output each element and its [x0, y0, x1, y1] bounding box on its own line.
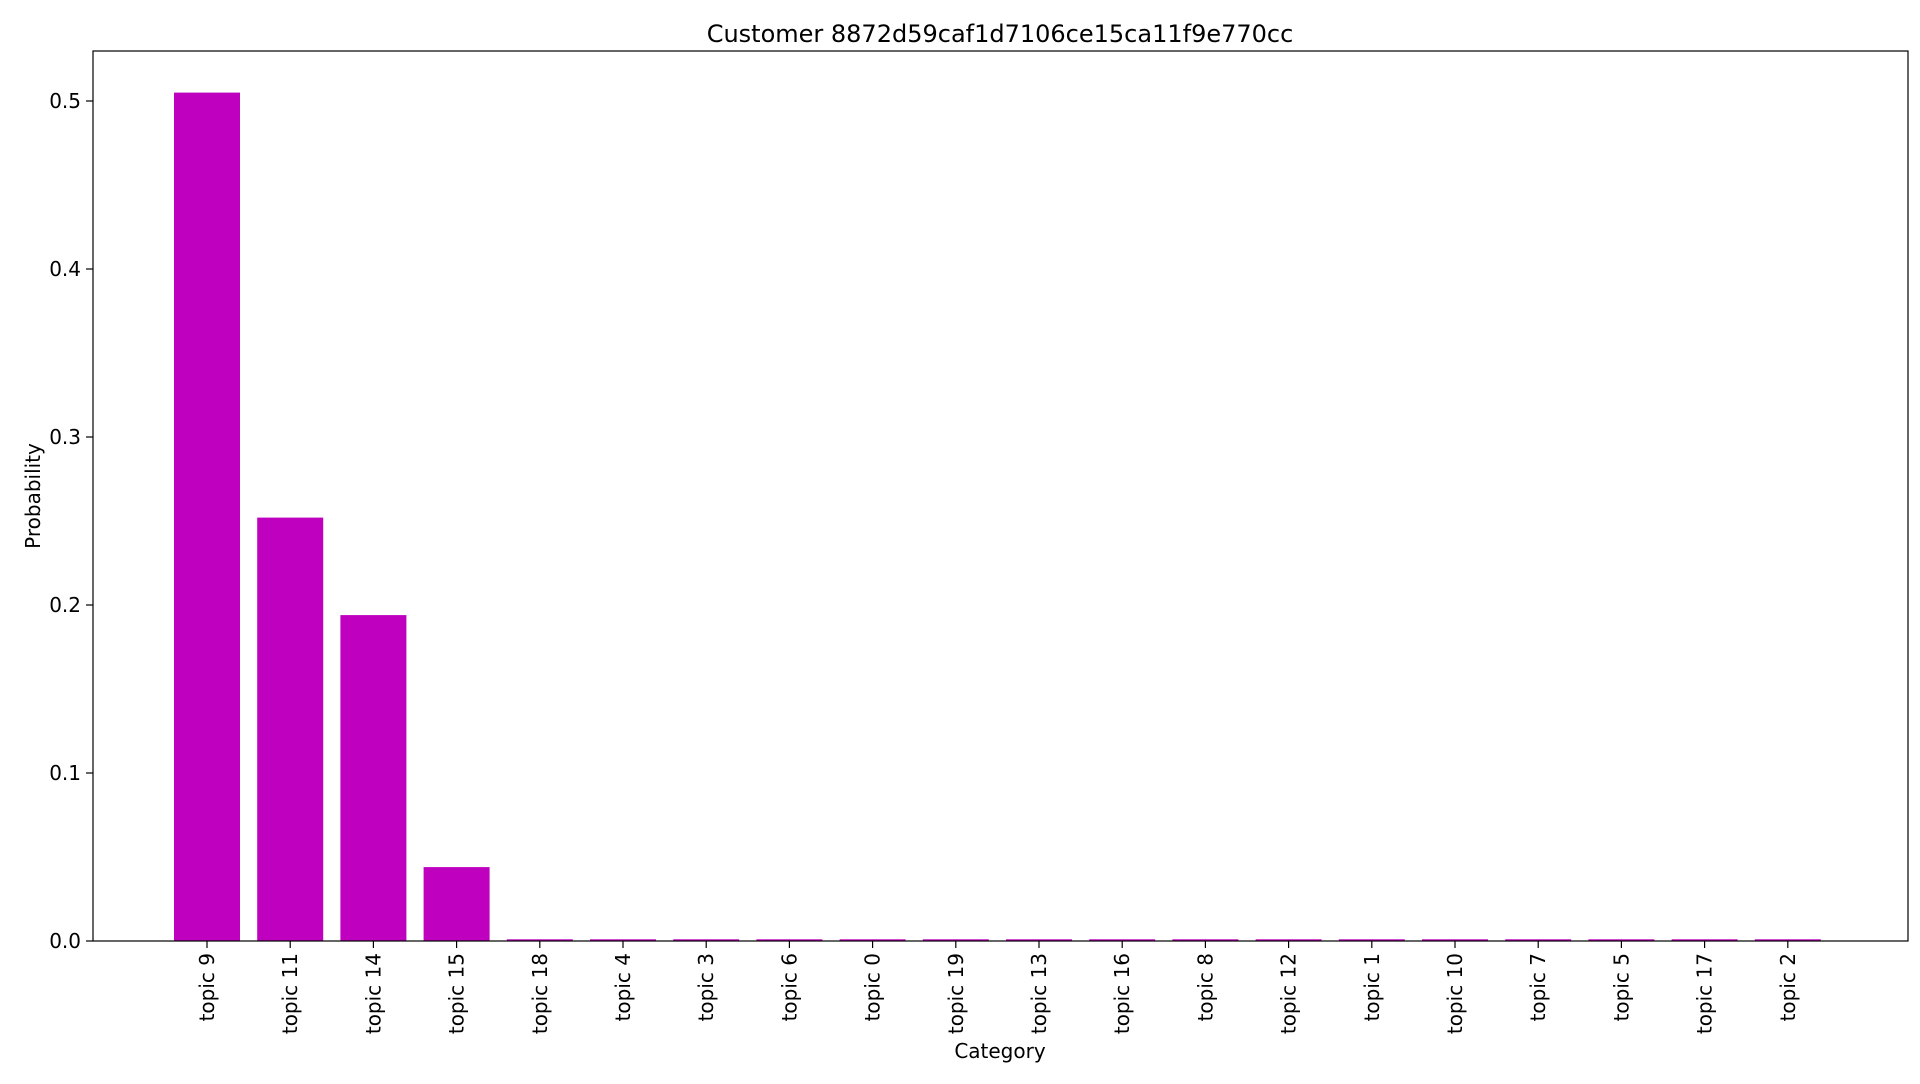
x-tick-label: topic 4 — [611, 953, 635, 1021]
bar-topic-6 — [756, 939, 823, 941]
bar-topic-13 — [1006, 939, 1072, 941]
x-tick-label: topic 3 — [694, 953, 718, 1021]
x-tick-label: topic 18 — [528, 953, 552, 1034]
x-tick-label: topic 2 — [1776, 953, 1800, 1021]
bar-topic-17 — [1671, 939, 1738, 941]
chart-title: Customer 8872d59caf1d7106ce15ca11f9e770c… — [707, 20, 1294, 48]
x-tick-label: topic 17 — [1693, 953, 1717, 1034]
x-tick-label: topic 1 — [1360, 953, 1384, 1021]
bar-topic-12 — [1255, 939, 1322, 941]
x-tick-label: topic 6 — [777, 953, 801, 1021]
x-tick-label: topic 0 — [861, 953, 885, 1021]
x-tick-label: topic 15 — [445, 953, 469, 1034]
x-tick-label: topic 5 — [1609, 953, 1633, 1021]
x-tick-label: topic 19 — [944, 953, 968, 1034]
x-tick-label: topic 10 — [1443, 953, 1467, 1034]
y-tick-label: 0.1 — [49, 761, 81, 785]
bar-topic-15 — [423, 867, 490, 941]
bar-topic-1 — [1338, 939, 1405, 941]
bar-topic-0 — [839, 939, 906, 941]
y-axis-label: Probability — [21, 443, 45, 549]
bar-topic-14 — [340, 615, 407, 941]
bar-topic-4 — [590, 939, 656, 941]
x-axis-label: Category — [954, 1039, 1046, 1063]
bar-topic-8 — [1172, 939, 1239, 941]
bar-topic-19 — [922, 939, 989, 941]
bars-layer — [174, 92, 1821, 942]
bar-topic-5 — [1588, 939, 1655, 941]
bar-topic-10 — [1422, 939, 1488, 941]
bar-topic-3 — [673, 939, 740, 941]
y-tick-label: 0.0 — [49, 929, 81, 953]
x-axis: topic 9 topic 11 topic 14 topic 15 topic 18 t… — [195, 941, 1800, 1034]
y-tick-label: 0.2 — [49, 593, 81, 617]
x-tick-label: topic 8 — [1193, 953, 1217, 1021]
y-tick-label: 0.5 — [49, 89, 81, 113]
x-tick-label: topic 14 — [361, 953, 385, 1034]
x-tick-label: topic 13 — [1027, 953, 1051, 1034]
plot-frame — [92, 50, 1909, 942]
bar-topic-16 — [1089, 939, 1156, 941]
x-tick-label: topic 11 — [278, 953, 302, 1034]
y-axis: 0.0 0.1 0.2 0.3 0.4 0.5 — [49, 89, 93, 953]
bar-topic-2 — [1754, 939, 1821, 941]
bar-topic-9 — [174, 92, 240, 942]
bar-topic-11 — [257, 517, 324, 941]
x-tick-label: topic 12 — [1277, 953, 1301, 1034]
x-tick-label: topic 7 — [1526, 953, 1550, 1021]
x-tick-label: topic 16 — [1110, 953, 1134, 1034]
bar-topic-7 — [1505, 939, 1572, 941]
x-tick-label: topic 9 — [195, 953, 219, 1021]
y-tick-label: 0.3 — [49, 425, 81, 449]
bar-topic-18 — [506, 939, 573, 941]
y-tick-label: 0.4 — [49, 257, 81, 281]
